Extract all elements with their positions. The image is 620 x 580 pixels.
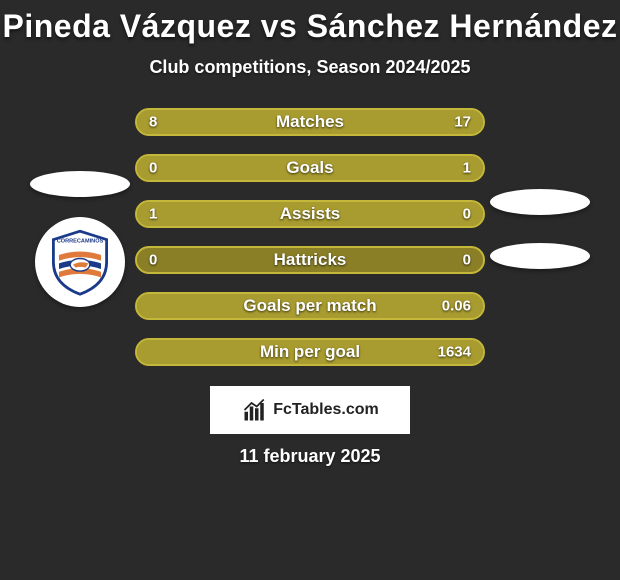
bar-fill-right	[137, 294, 483, 318]
player-ellipse-right-1	[490, 189, 590, 215]
content-row: CORRECAMINOS Matches817 Goals01 Assists10 H…	[0, 108, 620, 366]
stat-bar: Goals per match0.06	[135, 292, 485, 320]
brand-text: FcTables.com	[273, 401, 379, 419]
bar-fill-left	[137, 110, 199, 134]
bar-fill-right	[137, 156, 483, 180]
player-ellipse-left	[30, 171, 130, 197]
bar-fill-right	[199, 110, 483, 134]
badge-text: CORRECAMINOS	[57, 238, 104, 244]
right-side	[485, 185, 595, 289]
stat-bar: Matches817	[135, 108, 485, 136]
subtitle: Club competitions, Season 2024/2025	[0, 57, 620, 78]
stat-bars: Matches817 Goals01 Assists10 Hattricks0 0 Goa…	[135, 108, 485, 366]
bar-label: Hattricks	[137, 250, 483, 270]
stat-bar: Goals01	[135, 154, 485, 182]
stat-bar: Min per goal1634	[135, 338, 485, 366]
bar-value-right: 0	[463, 252, 471, 269]
bar-fill-left	[137, 202, 483, 226]
bar-value-left: 0	[149, 252, 157, 269]
player-ellipse-right-2	[490, 243, 590, 269]
date-text: 11 february 2025	[0, 446, 620, 467]
team-badge-left: CORRECAMINOS	[35, 217, 125, 307]
stat-bar: Assists10	[135, 200, 485, 228]
stat-bar: Hattricks0 0	[135, 246, 485, 274]
chart-icon	[241, 396, 269, 424]
shield-icon: CORRECAMINOS	[45, 227, 115, 297]
page-title: Pineda Vázquez vs Sánchez Hernández	[0, 8, 620, 45]
comparison-card: Pineda Vázquez vs Sánchez Hernández Club…	[0, 0, 620, 467]
left-side: CORRECAMINOS	[25, 167, 135, 307]
brand-box: FcTables.com	[210, 386, 410, 434]
bar-fill-right	[137, 340, 483, 364]
